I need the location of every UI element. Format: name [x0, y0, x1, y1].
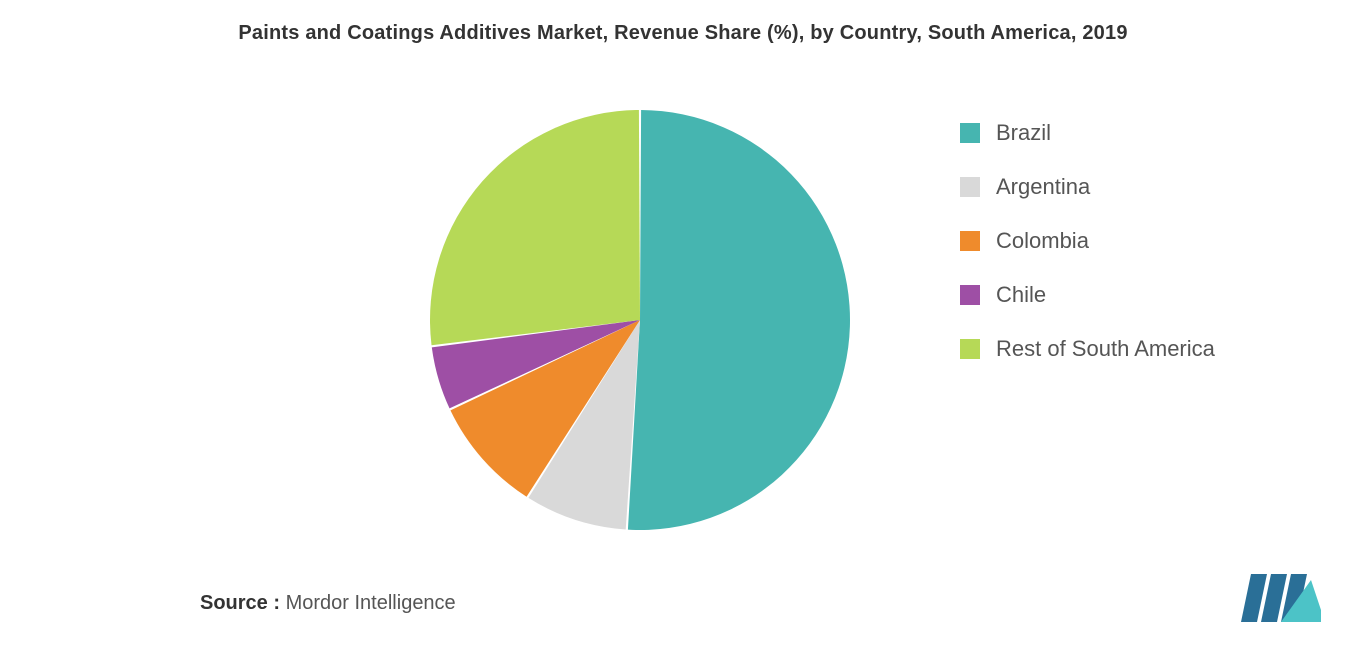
source-value: Mordor Intelligence	[286, 592, 456, 614]
legend-item: Rest of South America	[960, 336, 1215, 362]
legend-swatch	[960, 339, 980, 359]
source-line: Source : Mordor Intelligence	[200, 592, 456, 615]
legend-swatch	[960, 177, 980, 197]
pie-slice	[430, 110, 640, 345]
legend-label: Rest of South America	[996, 336, 1215, 362]
legend-label: Chile	[996, 282, 1046, 308]
legend-swatch	[960, 231, 980, 251]
legend-label: Argentina	[996, 174, 1090, 200]
legend-item: Colombia	[960, 228, 1215, 254]
chart-container: Paints and Coatings Additives Market, Re…	[0, 0, 1366, 655]
legend-label: Colombia	[996, 228, 1089, 254]
legend-item: Argentina	[960, 174, 1215, 200]
brand-logo	[1241, 574, 1321, 627]
legend-label: Brazil	[996, 120, 1051, 146]
pie-slice	[628, 110, 850, 530]
legend-swatch	[960, 285, 980, 305]
legend-item: Brazil	[960, 120, 1215, 146]
legend-swatch	[960, 123, 980, 143]
legend: Brazil Argentina Colombia Chile Rest of Sout…	[960, 120, 1215, 390]
source-label: Source :	[200, 592, 280, 614]
legend-item: Chile	[960, 282, 1215, 308]
logo-icon	[1241, 574, 1321, 622]
